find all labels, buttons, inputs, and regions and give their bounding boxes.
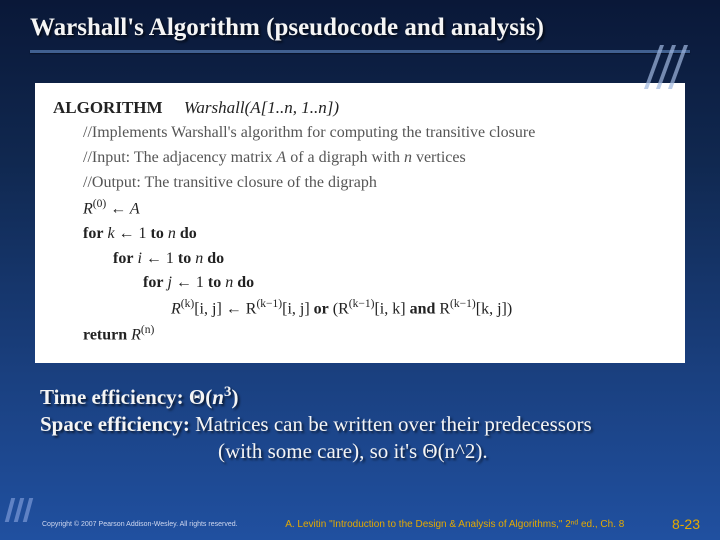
decoration-lines-top xyxy=(652,45,680,89)
algorithm-comment-2: //Input: The adjacency matrix A of a dig… xyxy=(53,146,667,171)
footer: Copyright © 2007 Pearson Addison-Wesley.… xyxy=(0,516,720,532)
algorithm-comment-3: //Output: The transitive closure of the … xyxy=(53,171,667,196)
footer-page-number: 8-23 xyxy=(672,516,700,532)
title-underline xyxy=(30,50,690,53)
algorithm-return: return R(n) xyxy=(53,322,667,348)
analysis-block: Time efficiency: Θ(n3) Space efficiency:… xyxy=(40,383,685,466)
space-efficiency-line: Space efficiency: Matrices can be writte… xyxy=(40,411,685,466)
algorithm-header: ALGORITHM Warshall(A[1..n, 1..n]) xyxy=(53,95,667,121)
footer-citation: A. Levitin "Introduction to the Design &… xyxy=(238,519,672,530)
time-efficiency-line: Time efficiency: Θ(n3) xyxy=(40,383,685,411)
footer-copyright: Copyright © 2007 Pearson Addison-Wesley.… xyxy=(42,521,238,528)
algorithm-for-i: for i ← 1 to n do xyxy=(53,247,667,272)
algorithm-comment-1: //Implements Warshall's algorithm for co… xyxy=(53,121,667,146)
slide-title: Warshall's Algorithm (pseudocode and ana… xyxy=(0,0,720,50)
algorithm-for-j: for j ← 1 to n do xyxy=(53,271,667,296)
algorithm-box: ALGORITHM Warshall(A[1..n, 1..n]) //Impl… xyxy=(35,83,685,363)
algorithm-name: Warshall(A[1..n, 1..n]) xyxy=(184,98,339,117)
algorithm-init: R(0) ← A xyxy=(53,196,667,222)
algorithm-keyword: ALGORITHM xyxy=(53,98,163,117)
algorithm-for-k: for k ← 1 to n do xyxy=(53,222,667,247)
algorithm-body: R(k)[i, j] ← R(k−1)[i, j] or (R(k−1)[i, … xyxy=(53,296,667,322)
